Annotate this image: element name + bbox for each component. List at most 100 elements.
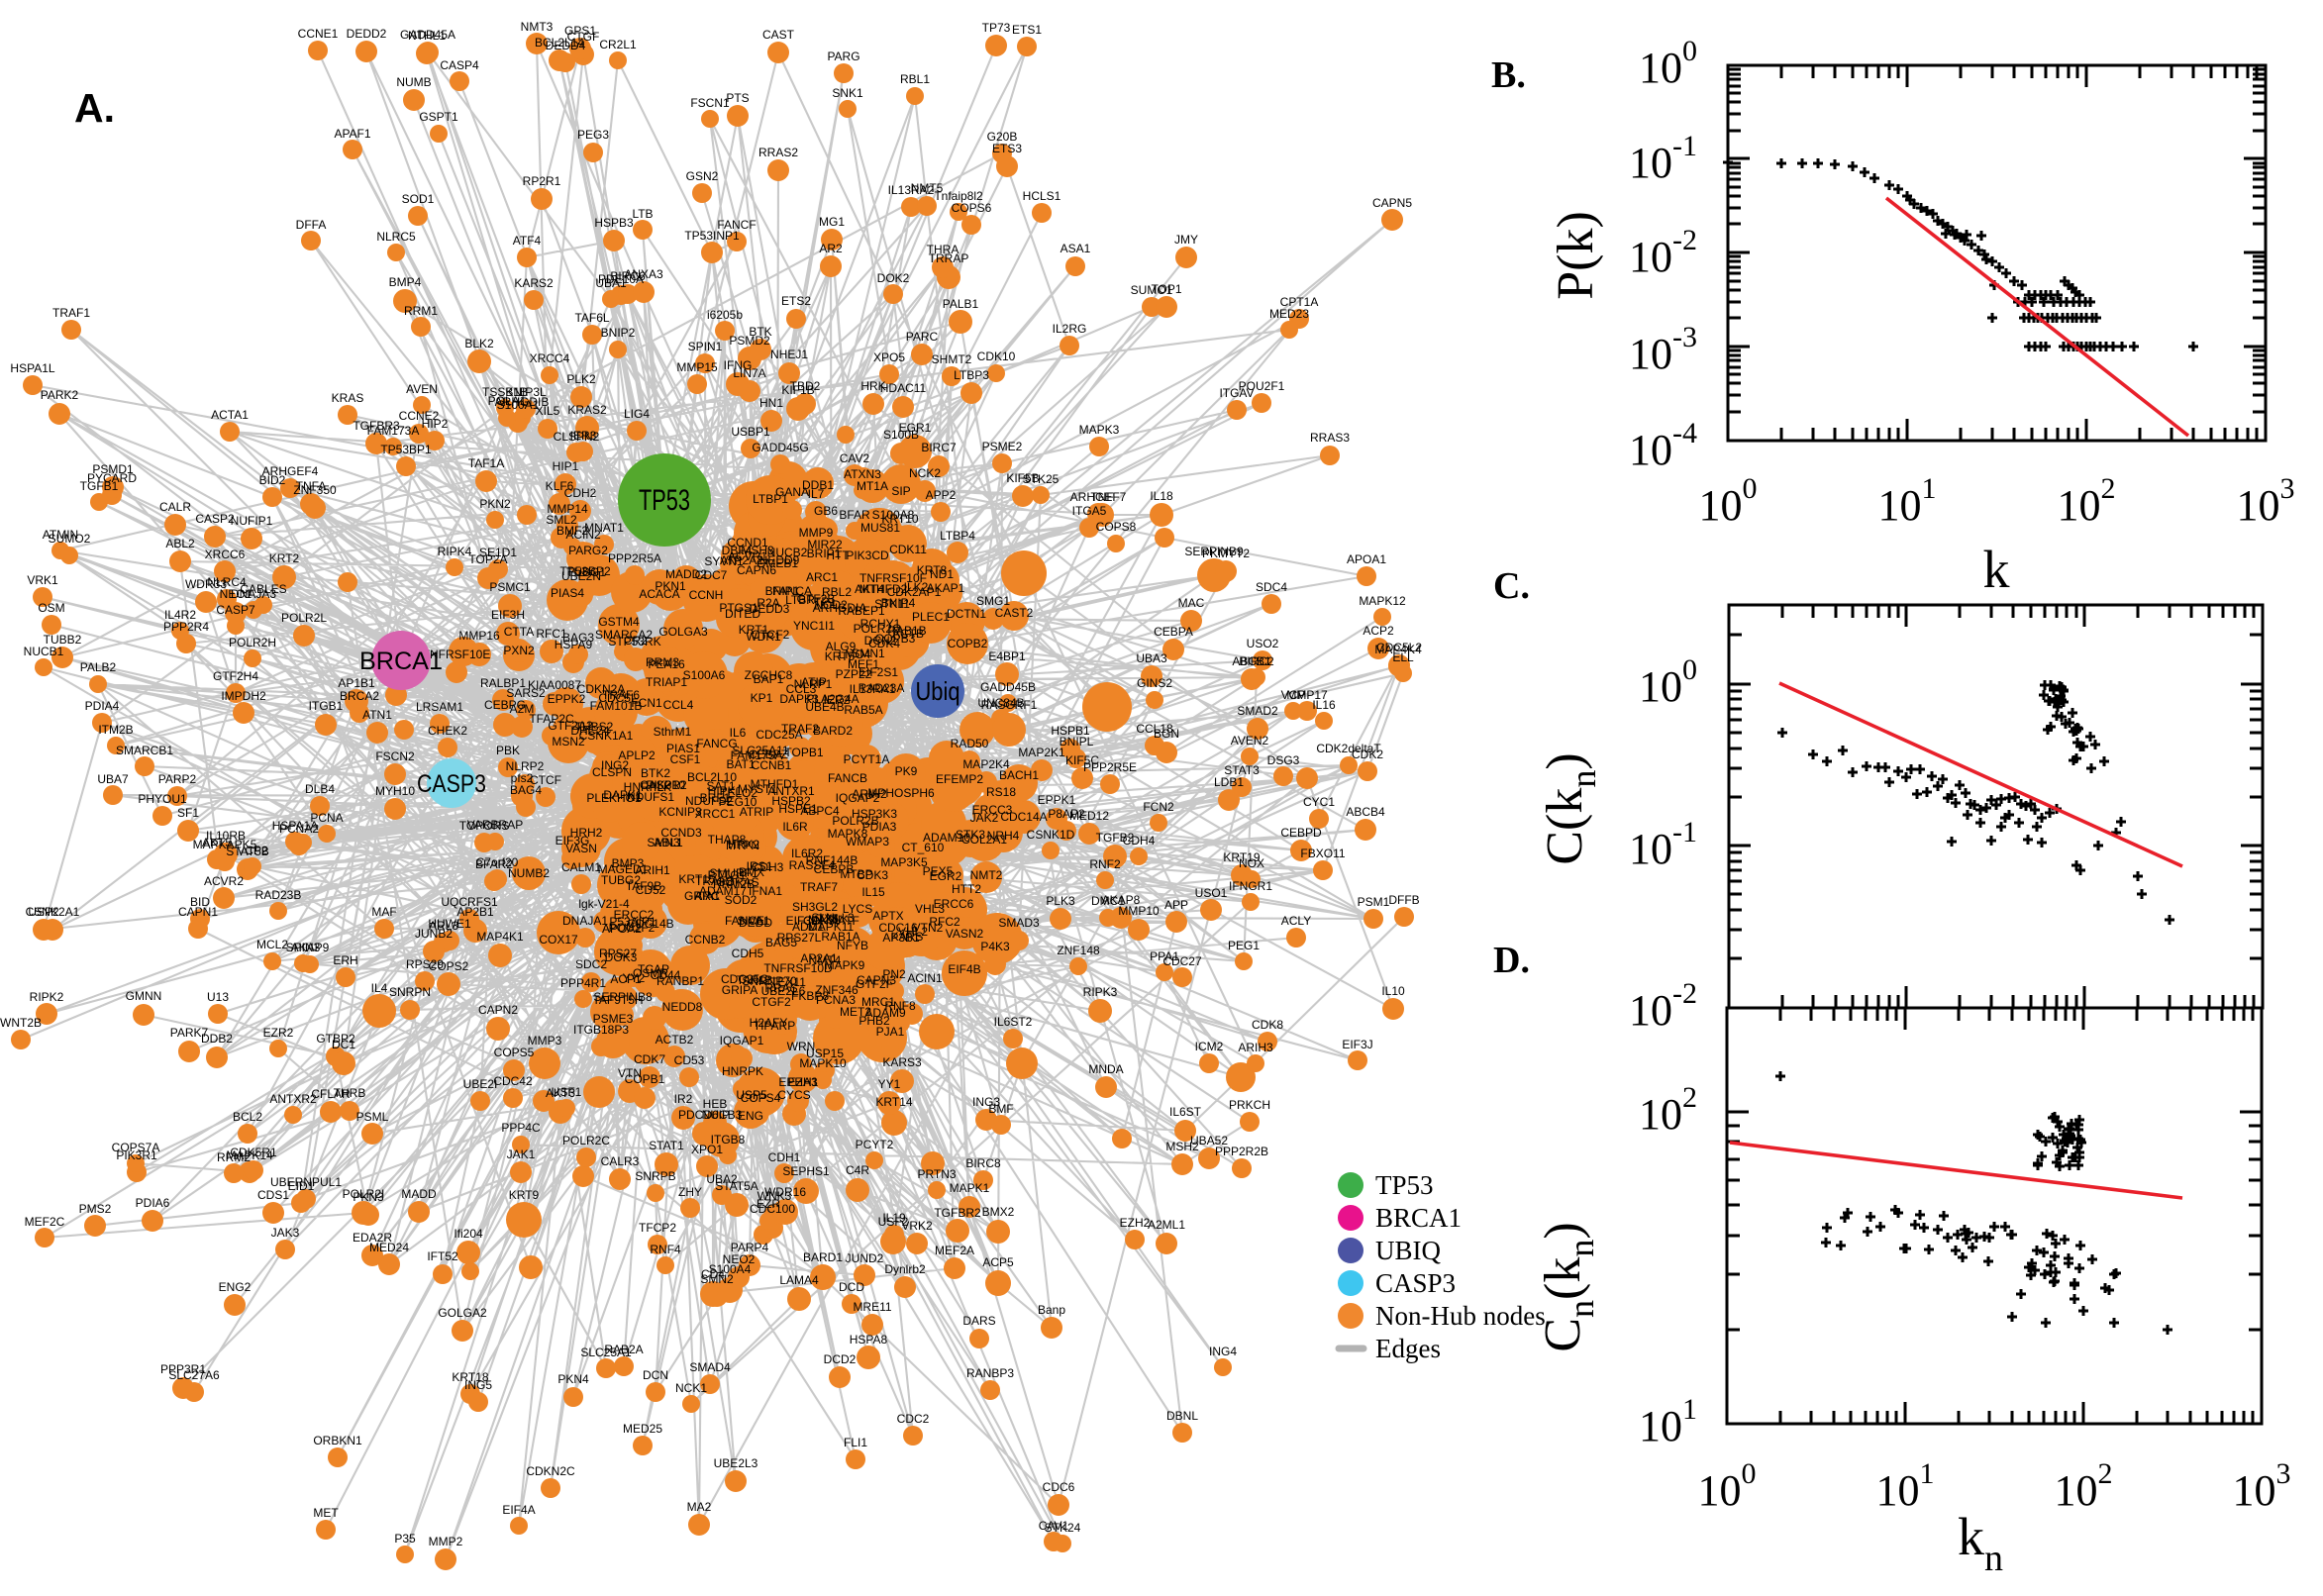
svg-text:BRIP1: BRIP1	[807, 547, 842, 560]
svg-text:CDC5L2: CDC5L2	[1376, 641, 1422, 654]
svg-text:ACACA: ACACA	[639, 587, 679, 601]
svg-text:NFYB: NFYB	[837, 939, 868, 952]
svg-text:CDC5L: CDC5L	[598, 691, 638, 705]
svg-text:UBERNPUL1: UBERNPUL1	[270, 1175, 342, 1189]
svg-text:NLRP2: NLRP2	[506, 759, 545, 773]
svg-text:DAPK3: DAPK3	[779, 692, 819, 706]
svg-text:MYH10: MYH10	[375, 784, 415, 798]
svg-text:S100A8: S100A8	[872, 508, 915, 522]
svg-text:SOD2: SOD2	[725, 893, 758, 907]
svg-text:HTT: HTT	[826, 549, 850, 562]
svg-text:KRT15: KRT15	[678, 872, 715, 886]
svg-text:EIF3F: EIF3F	[786, 914, 819, 928]
svg-text:CDC25A: CDC25A	[756, 728, 802, 742]
svg-text:HSPB3: HSPB3	[594, 216, 634, 230]
svg-text:ADAM10: ADAM10	[923, 831, 970, 845]
svg-text:S100A6: S100A6	[683, 668, 726, 682]
svg-text:UBE2L3: UBE2L3	[714, 1456, 758, 1470]
svg-text:BMX: BMX	[739, 865, 764, 879]
svg-text:CCNB1: CCNB1	[752, 758, 792, 772]
svg-text:POLR2B: POLR2B	[832, 814, 878, 828]
svg-text:DCTN1: DCTN1	[947, 607, 986, 621]
svg-text:PDE10A: PDE10A	[598, 272, 644, 286]
svg-text:RRAS2: RRAS2	[758, 146, 798, 159]
svg-text:MAP4K1: MAP4K1	[476, 930, 524, 944]
svg-text:EIF4B: EIF4B	[948, 962, 980, 976]
svg-text:A.: A.	[74, 85, 115, 131]
svg-text:WNT2B: WNT2B	[0, 1016, 42, 1030]
svg-text:Ifi204: Ifi204	[454, 1227, 483, 1241]
svg-text:MAP3K5: MAP3K5	[880, 855, 928, 869]
svg-text:LIG4: LIG4	[624, 407, 650, 421]
svg-text:KRT9: KRT9	[509, 1188, 540, 1202]
svg-text:PPP2R5A: PPP2R5A	[608, 551, 661, 565]
svg-text:RANBP3: RANBP3	[966, 1366, 1014, 1380]
svg-text:STK11: STK11	[874, 597, 910, 611]
svg-text:NCK1: NCK1	[675, 1381, 707, 1395]
svg-text:JAK1: JAK1	[507, 1147, 536, 1161]
svg-text:USF1: USF1	[552, 1085, 582, 1099]
svg-text:PARK7: PARK7	[170, 1026, 209, 1040]
svg-text:CTCF2: CTCF2	[752, 628, 790, 642]
svg-text:CAV2: CAV2	[840, 451, 870, 465]
svg-text:MSH2: MSH2	[1165, 1140, 1199, 1153]
svg-text:KRAS: KRAS	[332, 391, 364, 405]
svg-text:CALR: CALR	[159, 500, 191, 514]
svg-text:PPP4C: PPP4C	[501, 1121, 541, 1135]
svg-text:STAT5A: STAT5A	[715, 1179, 758, 1193]
svg-text:FAM101B: FAM101B	[590, 699, 643, 713]
svg-text:OSM: OSM	[38, 601, 64, 615]
svg-text:MNDA: MNDA	[1088, 1062, 1123, 1076]
svg-text:NRH4: NRH4	[987, 829, 1020, 843]
svg-text:JAK3: JAK3	[271, 1226, 300, 1240]
svg-text:PLK3: PLK3	[1046, 894, 1075, 908]
svg-text:VARBRAP: VARBRAP	[467, 818, 523, 832]
svg-text:EIF3J: EIF3J	[1342, 1038, 1372, 1051]
svg-text:SMARCA2: SMARCA2	[595, 628, 653, 642]
svg-text:SYVN1: SYVN1	[704, 554, 744, 568]
svg-text:THRA: THRA	[927, 243, 960, 256]
svg-text:MG1: MG1	[819, 215, 845, 229]
svg-text:LTBP3: LTBP3	[954, 368, 989, 382]
svg-text:FANCF: FANCF	[717, 218, 756, 232]
svg-text:NDUFS2: NDUFS2	[685, 794, 733, 808]
svg-text:TUBG1: TUBG1	[566, 565, 606, 579]
svg-text:LDB1: LDB1	[1214, 775, 1244, 789]
svg-text:UNC84B: UNC84B	[977, 696, 1024, 710]
svg-text:PIAS1: PIAS1	[666, 742, 700, 755]
svg-text:PTTG1: PTTG1	[708, 868, 747, 882]
svg-text:DITED: DITED	[725, 607, 760, 621]
svg-text:CDK5R1: CDK5R1	[230, 1146, 277, 1159]
svg-text:ARC: ARC	[694, 889, 720, 903]
svg-text:PSMD2: PSMD2	[729, 334, 770, 348]
svg-text:BID: BID	[190, 895, 210, 909]
svg-text:CEBPG: CEBPG	[484, 698, 526, 712]
svg-text:E4BP1: E4BP1	[988, 649, 1026, 663]
svg-text:STAT1: STAT1	[649, 1139, 684, 1152]
svg-text:MNAT1: MNAT1	[584, 521, 624, 535]
svg-text:COPS4: COPS4	[741, 1091, 781, 1105]
svg-text:COPB2: COPB2	[948, 637, 988, 650]
svg-text:MAGED1: MAGED1	[598, 862, 649, 876]
svg-text:PIK3R2: PIK3R2	[646, 778, 687, 792]
svg-text:TX5: TX5	[817, 912, 839, 926]
svg-text:KRAS2: KRAS2	[567, 403, 607, 417]
svg-text:NMT3: NMT3	[521, 20, 554, 34]
svg-text:LTBP1: LTBP1	[753, 492, 788, 506]
svg-text:MRE11: MRE11	[853, 1300, 891, 1314]
svg-text:HRH2: HRH2	[570, 826, 603, 840]
svg-text:GADD45B: GADD45B	[980, 680, 1036, 694]
svg-text:TEX11: TEX11	[770, 975, 806, 989]
svg-text:RALBP1: RALBP1	[480, 676, 526, 690]
svg-text:MMP3: MMP3	[528, 1034, 562, 1047]
svg-text:FCN1: FCN1	[631, 696, 662, 710]
svg-text:MADD: MADD	[401, 1187, 437, 1201]
svg-text:CDK10: CDK10	[977, 349, 1016, 363]
svg-text:COPS7A: COPS7A	[112, 1141, 160, 1154]
svg-text:AP3B1: AP3B1	[882, 931, 920, 945]
svg-text:TOPB1: TOPB1	[784, 746, 823, 759]
svg-text:EGR2: EGR2	[930, 869, 962, 883]
svg-text:CAPN5: CAPN5	[1372, 196, 1412, 210]
svg-text:MTPN: MTPN	[726, 839, 759, 852]
svg-text:XIL5: XIL5	[536, 404, 560, 418]
